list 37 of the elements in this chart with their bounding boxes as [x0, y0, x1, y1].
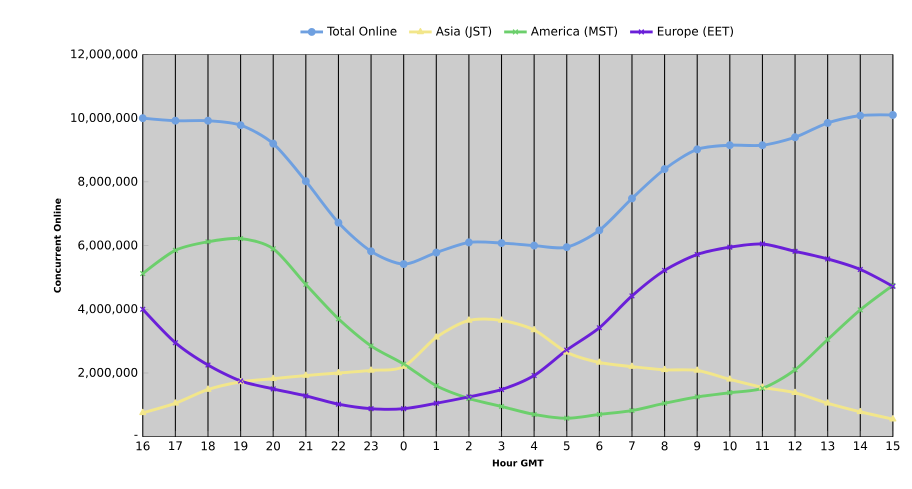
x-tick-label: 9 [694, 441, 700, 450]
x-tick-label: 7 [629, 441, 635, 450]
legend-label: Asia (JST) [436, 26, 492, 38]
x-tick-label: 6 [596, 441, 602, 450]
y-tick-label: 4,000,000 [78, 304, 138, 314]
y-tick-label: 8,000,000 [78, 176, 138, 187]
x-tick-label: 17 [169, 441, 182, 450]
x-tick-label: 22 [332, 441, 345, 450]
x-tick-label: 8 [662, 441, 668, 450]
y-axis-title: Concurrent Online [54, 198, 61, 293]
y-tick-label: 6,000,000 [78, 240, 138, 251]
x-tick-label: 0 [400, 441, 407, 450]
x-tick-label: 1 [434, 441, 439, 450]
x-tick-label: 10 [724, 441, 737, 450]
legend-label: Total Online [327, 26, 396, 36]
y-tick-label: - [134, 434, 138, 436]
x-tick-label: 2 [466, 441, 472, 450]
x-tick-label: 18 [202, 441, 215, 450]
y-tick-label: 2,000,000 [78, 368, 138, 378]
y-tick-label: 10,000,000 [71, 112, 138, 124]
x-tick-label: 5 [564, 441, 570, 450]
x-tick-label: 23 [364, 441, 378, 450]
x-tick-label: 4 [530, 441, 538, 450]
legend-label: Europe (EET) [658, 26, 733, 38]
x-tick-label: 19 [234, 441, 248, 450]
x-tick-label: 13 [821, 441, 834, 450]
legend-label: America (MST) [530, 26, 618, 37]
x-tick-label: 14 [854, 441, 868, 450]
x-tick-label: 20 [266, 441, 280, 450]
x-axis-title: Hour GMT [492, 459, 544, 466]
x-tick-label: 15 [886, 441, 900, 450]
x-tick-label: 16 [136, 441, 150, 450]
x-tick-label: 11 [756, 441, 769, 450]
x-tick-label: 12 [788, 441, 802, 450]
x-tick-label: 3 [498, 441, 504, 450]
y-tick-label: 12,000,000 [71, 49, 138, 60]
x-tick-label: 21 [299, 441, 312, 450]
